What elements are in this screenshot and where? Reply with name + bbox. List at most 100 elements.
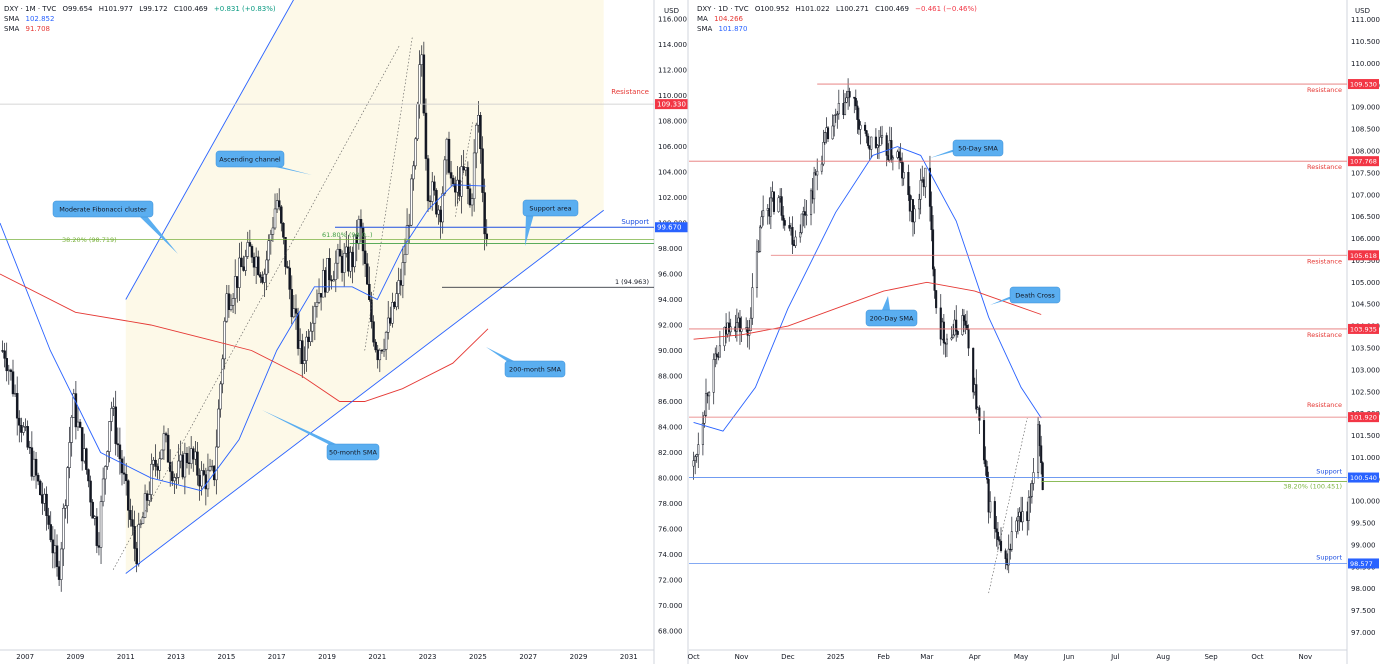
right-time-tick: Apr [969, 653, 981, 661]
left-candle-body [391, 302, 394, 324]
left-candle-body [9, 369, 13, 372]
right-callout-death-cross-text: Death Cross [1015, 292, 1055, 300]
left-time-tick: 2025 [469, 653, 487, 661]
right-candle-body [701, 423, 704, 445]
left-candle-body [286, 266, 289, 269]
left-price-tick: 80.000 [658, 474, 683, 482]
right-candle-body [712, 359, 715, 393]
right-candle-body [984, 459, 987, 467]
left-candle-body [166, 434, 170, 463]
right-candle-body [772, 191, 776, 212]
left-candle-body [26, 426, 29, 448]
left-candle-body [175, 477, 178, 479]
left-candle-body [143, 493, 147, 518]
left-candle-body [217, 408, 220, 448]
left-candle-body [336, 248, 340, 264]
left-candle-body [447, 138, 451, 173]
left-candle-body [430, 181, 434, 202]
left-candle-body [116, 443, 120, 446]
left-candle-body [284, 237, 287, 267]
left-candle-body [114, 406, 117, 444]
left-candle-body [347, 246, 350, 272]
left-candle-body [259, 274, 262, 278]
left-callout-200-month-sma[interactable]: 200-month SMA [486, 347, 566, 378]
left-candle-body [76, 421, 80, 428]
right-candle-body [813, 172, 816, 200]
right-resistance-price-tag [1348, 323, 1379, 334]
right-candle-body [853, 96, 856, 99]
left-candle-body [51, 539, 55, 554]
left-candle-body [85, 448, 88, 470]
left-candle-body [129, 510, 132, 520]
left-candle-body [363, 250, 367, 264]
left-callout-support-area-text: Support area [529, 205, 571, 213]
left-price-tick: 102.000 [658, 194, 687, 202]
right-symbol[interactable]: DXY · 1D · TVC [697, 5, 749, 13]
left-candle-body [296, 313, 300, 349]
left-candle-body [351, 251, 354, 268]
right-candle-body [836, 113, 839, 115]
left-candle-body [376, 349, 379, 361]
left-candle-body [20, 425, 23, 433]
left-time-tick: 2023 [419, 653, 437, 661]
right-candle-body [822, 142, 825, 165]
right-candle-body [694, 456, 697, 461]
right-support-label: Support [1316, 468, 1342, 476]
left-callout-support-area[interactable]: Support area [522, 199, 579, 246]
right-candle-body [961, 315, 964, 335]
left-callout-fibonacci-cluster[interactable]: Moderate Fibonacci cluster [52, 200, 178, 254]
right-candle-body [898, 151, 901, 159]
left-candle-body [254, 256, 258, 268]
right-price-tick: 103.000 [1351, 366, 1380, 374]
left-candle-body [196, 451, 199, 476]
right-candle-body [820, 163, 823, 172]
right-candle-body [1015, 520, 1018, 532]
left-candle-body [472, 152, 476, 199]
right-candle-body [769, 197, 772, 217]
left-callout-50-month-sma[interactable]: 50-month SMA [262, 410, 380, 461]
left-candle-body [418, 64, 421, 105]
left-resistance-price-tag [655, 99, 688, 110]
right-candle-body [1027, 497, 1030, 521]
right-ma-row[interactable]: MA 104.266 [697, 14, 981, 24]
right-resistance-price: 109.530 [1350, 81, 1377, 89]
left-candle-body [269, 234, 273, 241]
right-callout-50-day-sma-pointer [930, 150, 960, 158]
left-candle-body [204, 474, 208, 490]
left-callout-ascending-channel[interactable]: Ascending channel [215, 150, 312, 175]
left-candle-body [479, 115, 482, 150]
right-resistance-label: Resistance [1307, 257, 1342, 265]
right-callout-death-cross[interactable]: Death Cross [990, 286, 1061, 305]
right-callout-50-day-sma[interactable]: 50-Day SMA [930, 139, 1004, 158]
left-candle-body [124, 474, 128, 482]
left-candle-body [273, 208, 277, 229]
right-candle-body [704, 393, 708, 416]
right-price-tick: 108.500 [1351, 126, 1380, 134]
left-sma1-row[interactable]: SMA 102.852 [4, 14, 280, 24]
right-candle-body [762, 210, 765, 218]
left-fib-382-label: 38.20% (98.719) [62, 236, 117, 244]
right-candle-body [864, 124, 867, 131]
right-candle-body [751, 287, 754, 319]
right-candle-body [816, 170, 819, 176]
left-sma2-row[interactable]: SMA 91.708 [4, 24, 280, 34]
right-price-tick: 109.000 [1351, 104, 1380, 112]
right-ohlc-row: DXY · 1D · TVC O100.952 H101.022 L100.27… [697, 4, 981, 14]
right-candle-body [993, 501, 996, 529]
left-candle-body [158, 458, 161, 471]
right-candle-body [935, 290, 938, 309]
right-price-tick: 107.500 [1351, 169, 1380, 177]
left-candle-body [240, 257, 243, 268]
right-candle-body [987, 479, 990, 513]
left-candle-body [420, 54, 423, 65]
right-callout-200-day-sma[interactable]: 200-Day SMA [865, 296, 918, 327]
right-resistance-price-tag [1348, 79, 1379, 90]
left-candle-body [340, 255, 344, 273]
left-symbol[interactable]: DXY · 1M · TVC [4, 5, 57, 13]
left-time-tick: 2013 [167, 653, 185, 661]
left-candle-body [162, 433, 166, 451]
right-candle-body [805, 214, 808, 216]
left-candle-body [93, 516, 96, 519]
left-support-price: 99.670 [657, 224, 682, 232]
right-sma-row[interactable]: SMA 101.870 [697, 24, 981, 34]
